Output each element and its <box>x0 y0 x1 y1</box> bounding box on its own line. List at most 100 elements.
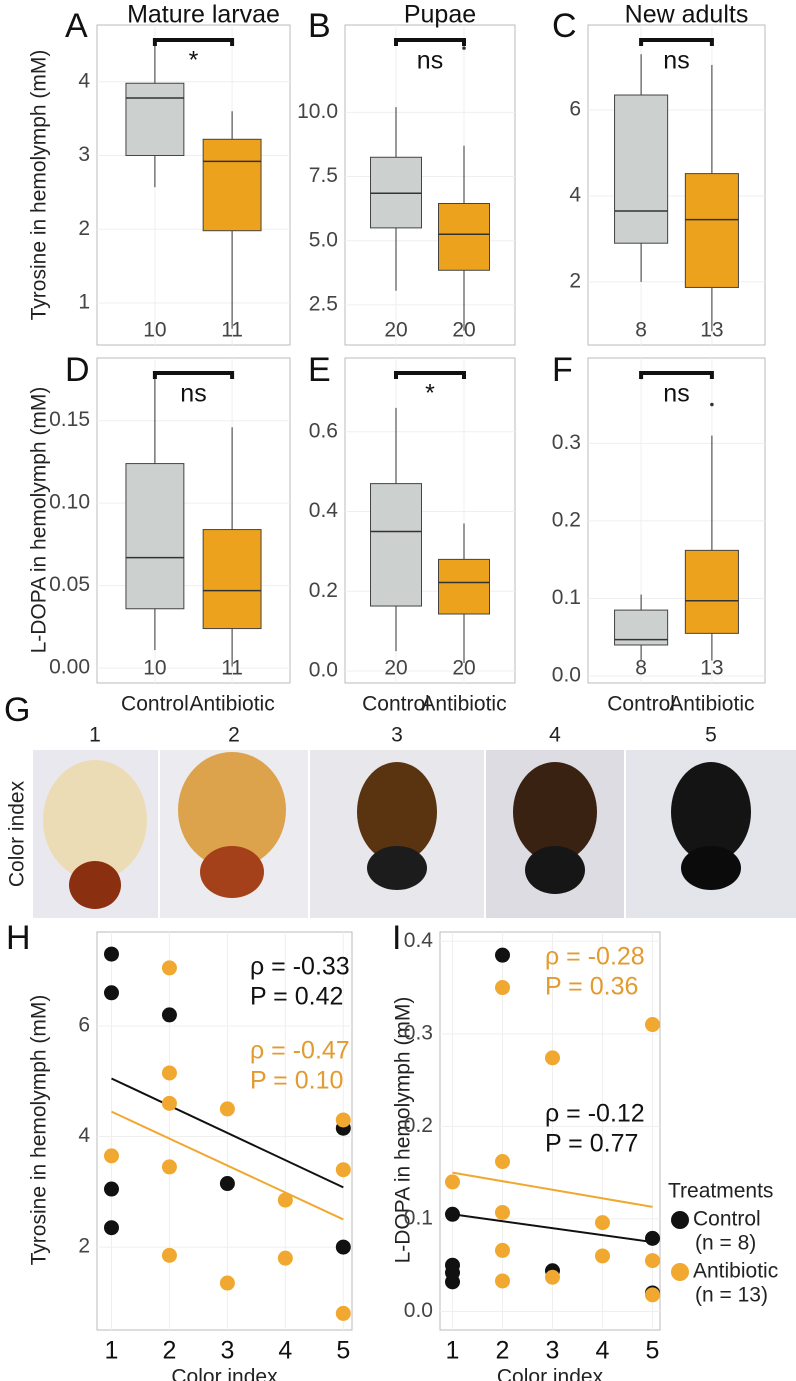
n-label: 20 <box>452 657 475 680</box>
box <box>202 138 262 232</box>
n-label: 8 <box>635 319 647 342</box>
panel-letter: F <box>552 351 573 389</box>
y-tick-label: 0.2 <box>404 1114 433 1137</box>
box <box>202 529 262 630</box>
y-tick-label: 0.0 <box>309 659 338 682</box>
point <box>495 980 510 996</box>
box <box>684 549 739 634</box>
significance-bracket <box>152 38 235 46</box>
y-tick-label: 2.5 <box>309 292 338 315</box>
y-tick-label: 0.0 <box>404 1299 433 1322</box>
point <box>161 1007 177 1023</box>
x-tick-label: 3 <box>220 1337 234 1365</box>
beetle-head <box>525 846 585 894</box>
photo-index: 3 <box>391 724 403 747</box>
point <box>103 1220 119 1236</box>
axis-label: L-DOPA in hemolymph (mM) <box>28 387 51 654</box>
y-tick-label: 5.0 <box>309 228 338 251</box>
plot-frame <box>96 357 291 684</box>
point <box>645 1253 660 1269</box>
photo-index: 4 <box>549 724 561 747</box>
significance-bracket <box>394 371 466 379</box>
y-tick-label: 0.4 <box>309 499 339 522</box>
box <box>438 558 490 615</box>
box <box>614 94 669 244</box>
point <box>595 1215 610 1231</box>
n-label: 10 <box>143 657 166 680</box>
outlier <box>462 46 466 50</box>
beetle-body <box>357 762 437 862</box>
point <box>161 1095 177 1111</box>
n-label: 11 <box>221 657 243 680</box>
point <box>495 1204 510 1220</box>
trend-line <box>452 1171 653 1208</box>
y-tick-label: 0.00 <box>49 656 90 679</box>
axis-label: L-DOPA in hemolymph (mM) <box>392 997 415 1264</box>
x-tick-label: 2 <box>496 1337 510 1365</box>
panel-letter: E <box>308 351 331 389</box>
y-tick-label: 4 <box>78 1124 90 1147</box>
box <box>684 173 739 288</box>
y-tick-label: 0.1 <box>552 586 581 609</box>
significance: ns <box>180 380 206 408</box>
y-tick-label: 2 <box>569 269 581 292</box>
y-tick-label: 0.1 <box>404 1206 433 1229</box>
plot-frame <box>344 24 516 346</box>
panel-letter: G <box>4 691 30 729</box>
y-tick-label: 4 <box>569 183 581 206</box>
legend-note: (n = 8) <box>695 1232 756 1255</box>
point <box>495 1154 510 1170</box>
point <box>161 1159 177 1175</box>
beetle-body <box>43 760 147 880</box>
n-label: 10 <box>143 319 166 342</box>
annotation: P = 0.10 <box>250 1067 343 1095</box>
point <box>645 1287 660 1303</box>
point <box>645 1230 660 1246</box>
point <box>645 1017 660 1033</box>
y-tick-label: 0.3 <box>552 431 581 454</box>
y-tick-label: 6 <box>78 1014 90 1037</box>
significance: * <box>189 47 199 75</box>
plot-frame <box>439 931 661 1331</box>
n-label: 20 <box>384 657 407 680</box>
x-tick-label: Antibiotic <box>189 693 274 716</box>
photo-strip <box>33 750 796 918</box>
axis-label: Tyrosine in hemolymph (mM) <box>28 995 51 1266</box>
point <box>219 1176 235 1192</box>
point <box>445 1274 460 1290</box>
annotation: P = 0.77 <box>545 1130 638 1158</box>
x-tick-label: Antibiotic <box>669 693 754 716</box>
annotation: ρ = -0.12 <box>545 1100 645 1128</box>
x-tick-label: 4 <box>278 1337 292 1365</box>
point <box>445 1174 460 1190</box>
plot-frame <box>344 357 516 684</box>
y-tick-label: 3 <box>78 143 90 166</box>
x-tick-label: 4 <box>596 1337 610 1365</box>
axis-label: Color index <box>497 1366 604 1381</box>
y-tick-label: 7.5 <box>309 164 338 187</box>
plot-frame <box>587 24 766 346</box>
annotation: P = 0.36 <box>545 973 638 1001</box>
x-tick-label: Control <box>607 693 675 716</box>
panel-title: Pupae <box>404 1 476 29</box>
significance: ns <box>663 47 689 75</box>
legend-label: Control <box>693 1208 761 1231</box>
x-tick-label: Antibiotic <box>421 693 506 716</box>
x-tick-label: 1 <box>446 1337 460 1365</box>
y-tick-label: 0.10 <box>49 491 90 514</box>
panel-letter: A <box>65 7 88 45</box>
legend-note: (n = 13) <box>695 1284 768 1307</box>
photo-index: 1 <box>89 724 101 747</box>
point <box>495 1242 510 1258</box>
panel-letter: D <box>65 351 90 389</box>
beetle-body <box>513 762 597 862</box>
x-tick-label: 2 <box>162 1337 176 1365</box>
significance: * <box>425 380 435 408</box>
point <box>335 1305 351 1321</box>
panel-title: Mature larvae <box>127 1 280 29</box>
significance-bracket <box>152 371 235 379</box>
annotation: ρ = -0.47 <box>250 1037 350 1065</box>
point <box>335 1239 351 1255</box>
panel-letter: B <box>308 7 331 45</box>
